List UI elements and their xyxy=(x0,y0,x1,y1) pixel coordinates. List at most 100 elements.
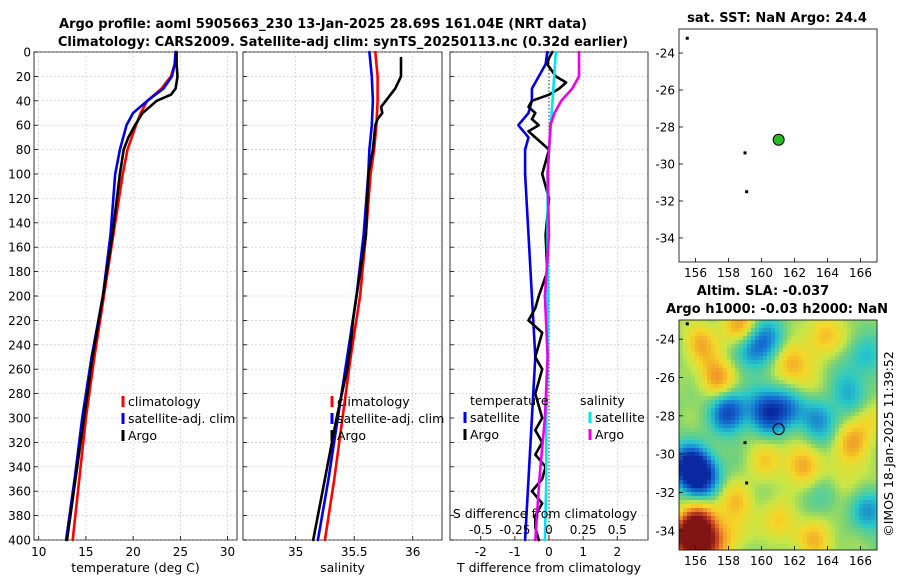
sla-cell xyxy=(711,368,716,373)
depth-tick-label: 100 xyxy=(8,168,31,182)
sla-cell xyxy=(727,544,732,549)
sla-cell xyxy=(695,508,700,513)
sla-cell xyxy=(875,484,878,489)
sla-cell xyxy=(871,436,876,441)
sla-cell xyxy=(843,496,848,501)
sla-cell xyxy=(855,384,860,389)
sla-cell xyxy=(863,536,868,541)
sla-cell xyxy=(851,364,856,369)
sla-cell xyxy=(699,388,704,393)
sla-cell xyxy=(835,484,840,489)
sla-cell xyxy=(847,392,852,397)
sla-cell xyxy=(775,428,780,433)
sla-cell xyxy=(703,464,708,469)
depth-tick-label: 20 xyxy=(16,70,31,84)
sla-cell xyxy=(711,504,716,509)
sla-cell xyxy=(743,544,748,549)
sla-cell xyxy=(755,324,760,329)
sla-cell xyxy=(839,452,844,457)
sla-cell xyxy=(835,476,840,481)
sla-cell xyxy=(859,472,864,477)
sla-cell xyxy=(819,544,824,549)
sla-cell xyxy=(727,524,732,529)
sla-cell xyxy=(767,416,772,421)
sla-cell xyxy=(795,332,800,337)
sla-cell xyxy=(815,348,820,353)
sla-cell xyxy=(779,492,784,497)
sla-cell xyxy=(835,372,840,377)
sla-cell xyxy=(707,356,712,361)
sla-cell xyxy=(707,540,712,545)
sla-cell xyxy=(691,440,696,445)
sla-cell xyxy=(791,492,796,497)
sla-cell xyxy=(727,432,732,437)
sla-cell xyxy=(739,376,744,381)
sla-cell xyxy=(839,532,844,537)
sla-cell xyxy=(691,336,696,341)
sla-cell xyxy=(687,524,692,529)
sla-cell xyxy=(715,392,720,397)
sla-cell xyxy=(715,528,720,533)
sla-cell xyxy=(783,380,788,385)
other-profile-point xyxy=(745,190,749,194)
sla-cell xyxy=(743,456,748,461)
sla-cell xyxy=(759,408,764,413)
sla-cell xyxy=(687,380,692,385)
sla-cell xyxy=(743,376,748,381)
sla-cell xyxy=(851,416,856,421)
s-tick-label: 0.5 xyxy=(608,523,627,537)
sla-cell xyxy=(763,520,768,525)
sla-cell xyxy=(719,432,724,437)
sla-cell xyxy=(711,376,716,381)
sla-cell xyxy=(847,420,852,425)
sla-cell xyxy=(679,388,684,393)
sla-cell xyxy=(843,424,848,429)
sla-cell xyxy=(711,532,716,537)
sla-cell xyxy=(743,520,748,525)
sla-cell xyxy=(719,512,724,517)
sla-cell xyxy=(679,320,684,325)
sla-cell xyxy=(839,444,844,449)
sla-cell xyxy=(855,408,860,413)
sla-cell xyxy=(787,520,792,525)
sla-cell xyxy=(859,336,864,341)
sla-cell xyxy=(823,524,828,529)
sla-cell xyxy=(799,444,804,449)
sla-cell xyxy=(835,392,840,397)
sla-cell xyxy=(827,452,832,457)
sla-cell xyxy=(695,416,700,421)
sla-cell xyxy=(791,532,796,537)
sla-cell xyxy=(815,372,820,377)
sla-cell xyxy=(683,384,688,389)
sla-cell xyxy=(787,348,792,353)
sla-cell xyxy=(823,548,828,551)
sla-cell xyxy=(867,524,872,529)
sla-cell xyxy=(851,412,856,417)
sla-cell xyxy=(851,528,856,533)
sla-cell xyxy=(723,348,728,353)
sla-cell xyxy=(803,416,808,421)
sla-cell xyxy=(827,448,832,453)
sla-cell xyxy=(711,444,716,449)
sla-cell xyxy=(807,392,812,397)
sla-cell xyxy=(791,516,796,521)
sla-cell xyxy=(727,436,732,441)
sla-cell xyxy=(803,544,808,549)
sla-cell xyxy=(767,508,772,513)
sla-cell xyxy=(703,484,708,489)
sla-cell xyxy=(687,388,692,393)
sla-cell xyxy=(679,472,684,477)
sla-cell xyxy=(687,356,692,361)
sla-cell xyxy=(827,408,832,413)
legend-climatology-label: climatology xyxy=(128,394,201,409)
sla-cell xyxy=(715,424,720,429)
sla-cell xyxy=(783,524,788,529)
sla-cell xyxy=(747,548,752,551)
sla-cell xyxy=(831,420,836,425)
depth-tick-label: 160 xyxy=(8,241,31,255)
sla-cell xyxy=(763,468,768,473)
sla-cell xyxy=(691,524,696,529)
sla-cell xyxy=(795,536,800,541)
sla-cell xyxy=(859,384,864,389)
sla-cell xyxy=(827,356,832,361)
